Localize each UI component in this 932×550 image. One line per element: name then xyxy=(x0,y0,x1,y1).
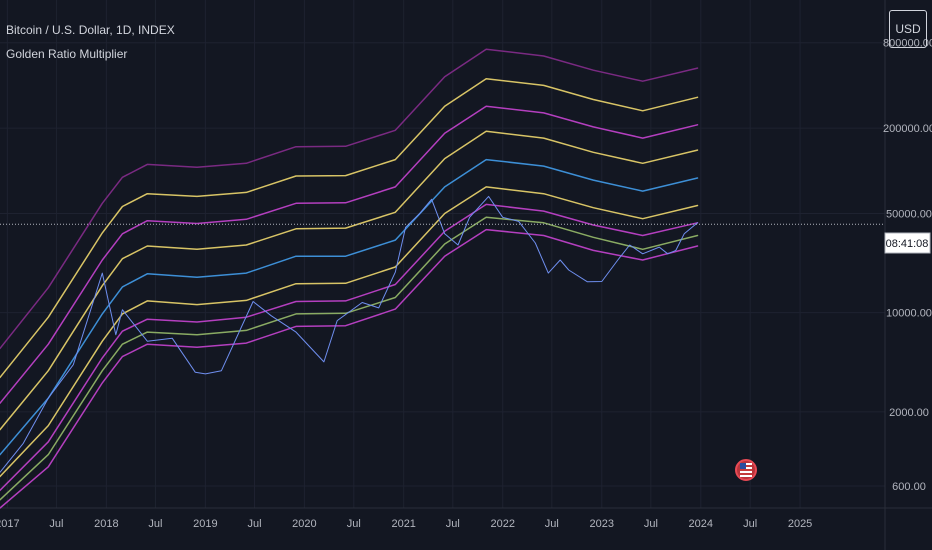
y-tick-label: 10000.00 xyxy=(886,308,932,320)
x-tick-label: Jul xyxy=(247,518,261,530)
x-tick-label: Jul xyxy=(743,518,757,530)
currency-button[interactable]: USD xyxy=(889,10,927,48)
flag-icon[interactable] xyxy=(735,459,757,481)
x-tick-label: 2018 xyxy=(94,518,118,530)
chart-series xyxy=(0,48,699,509)
x-tick-label: 2023 xyxy=(590,518,614,530)
band-series-line xyxy=(0,105,699,404)
band-series-line xyxy=(0,216,699,501)
x-tick-label: Jul xyxy=(644,518,658,530)
x-tick-label: 2020 xyxy=(292,518,316,530)
band-series-line xyxy=(0,158,699,456)
x-tick-label: Jul xyxy=(545,518,559,530)
price-series-line xyxy=(0,195,698,473)
band-series-line xyxy=(0,78,699,379)
x-tick-label: Jul xyxy=(49,518,63,530)
band-series-line xyxy=(0,130,699,431)
x-tick-label: 2021 xyxy=(391,518,415,530)
band-series-line xyxy=(0,203,699,492)
x-tick-label: 2022 xyxy=(490,518,514,530)
x-tick-label: 2019 xyxy=(193,518,217,530)
y-tick-label: 600.00 xyxy=(892,481,926,493)
x-tick-label: 2017 xyxy=(0,518,20,530)
indicator-title[interactable]: Golden Ratio Multiplier xyxy=(6,47,128,61)
price-label-text: 08:41:08 xyxy=(886,238,929,250)
price-label: 08:41:08 xyxy=(884,232,931,254)
band-series-line xyxy=(0,186,699,478)
x-tick-label: Jul xyxy=(446,518,460,530)
symbol-title[interactable]: Bitcoin / U.S. Dollar, 1D, INDEX xyxy=(6,23,175,37)
time-axis: 2017 Jul 2018 Jul 2019 Jul 2020 Jul 2021 Jul 2022 J… xyxy=(0,518,812,530)
band-series-line xyxy=(0,228,699,509)
chart-legend: Bitcoin / U.S. Dollar, 1D, INDEX Golden … xyxy=(6,24,175,60)
y-tick-label: 2000.00 xyxy=(889,407,929,419)
y-tick-label: 800000.00 xyxy=(883,38,932,50)
price-axis: 600.00 2000.00 10000.00 50000.00 200000.00 80… xyxy=(883,38,932,493)
x-tick-label: 2025 xyxy=(788,518,812,530)
y-tick-label: 200000.00 xyxy=(883,123,932,135)
band-series-line xyxy=(0,48,699,350)
x-tick-label: Jul xyxy=(347,518,361,530)
y-tick-label: 50000.00 xyxy=(886,209,932,221)
x-tick-label: 2024 xyxy=(689,518,713,530)
x-tick-label: Jul xyxy=(148,518,162,530)
